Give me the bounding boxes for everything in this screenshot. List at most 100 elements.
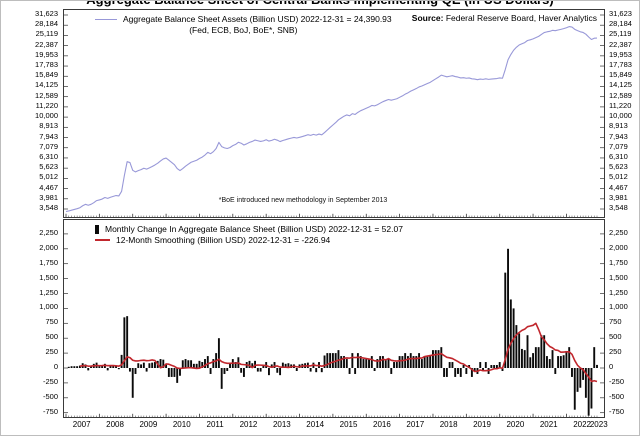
x-axis-year-label: 2007 — [72, 420, 91, 429]
x-axis-year-label: 2011 — [206, 420, 224, 429]
assets-line-swatch-icon — [95, 18, 117, 20]
y-axis-tick-label: 5,012 — [39, 172, 58, 182]
monthly-change-panel — [63, 219, 605, 418]
x-axis-year-label: 2010 — [172, 420, 191, 429]
y-axis-tick-label: 10,000 — [609, 111, 632, 121]
y-axis-tick-label: 22,387 — [609, 39, 632, 49]
x-axis-year-label: 2016 — [373, 420, 391, 429]
y-axis-tick-label: 28,184 — [35, 19, 58, 29]
boe-footnote: *BoE introduced new methodology in Septe… — [218, 197, 388, 204]
assets-legend-line2: (Fed, ECB, BoJ, BoE*, SNB) — [189, 25, 298, 35]
y-axis-tick-label: -500 — [609, 391, 625, 401]
x-axis-year-label: 2012 — [239, 420, 258, 429]
y-axis-tick-label: 5,623 — [609, 162, 628, 172]
x-axis-year-label: 2020 — [506, 420, 525, 429]
y-axis-tick-label: 25,119 — [609, 29, 632, 39]
y-axis-tick-label: 28,184 — [609, 19, 632, 29]
y-axis-tick-label: 3,981 — [609, 192, 628, 202]
y-axis-tick-label: 3,548 — [39, 202, 58, 212]
y-axis-tick-label: 19,953 — [35, 49, 58, 59]
smoothing-legend-line2: 12-Month Smoothing (Billion USD) 2022-12… — [116, 235, 331, 245]
y-axis-tick-label: 25,119 — [35, 29, 58, 39]
y-axis-tick-label: 7,079 — [609, 141, 628, 151]
assets-panel — [63, 9, 605, 218]
x-axis-year-label: 2021 — [539, 420, 558, 429]
y-axis-tick-label: 8,913 — [609, 121, 628, 131]
y-axis-tick-label: -750 — [42, 406, 58, 416]
y-axis-tick-label: 7,943 — [609, 131, 628, 141]
y-axis-tick-label: 0 — [53, 362, 58, 371]
y-axis-tick-label: 250 — [609, 347, 622, 357]
x-axis-year-label: 2018 — [439, 420, 458, 429]
x-axis-year-label: 2017 — [406, 420, 425, 429]
assets-line-chart — [64, 14, 604, 217]
y-axis-tick-label: 3,548 — [609, 202, 628, 212]
y-axis-tick-label: 500 — [45, 332, 58, 342]
x-axis-year-label: 2022 — [573, 420, 591, 429]
y-axis-tick-label: 1,750 — [609, 257, 628, 267]
source-note: Source: Federal Reserve Board, Haver Ana… — [412, 13, 597, 23]
y-axis-tick-label: 17,783 — [35, 60, 58, 70]
source-text: Federal Reserve Board, Haver Analytics — [445, 13, 597, 23]
y-axis-tick-label: 10,000 — [35, 111, 58, 121]
y-axis-tick-label: 11,220 — [35, 100, 58, 110]
y-axis-tick-label: 1,750 — [39, 257, 58, 267]
assets-legend-line1: Aggregate Balance Sheet Assets (Billion … — [123, 14, 392, 24]
y-axis-tick-label: 7,943 — [39, 131, 58, 141]
y-axis-tick-label: 5,623 — [39, 162, 58, 172]
y-axis-tick-label: 12,589 — [35, 90, 58, 100]
smoothing-line-swatch-icon — [95, 239, 110, 241]
y-axis-tick-label: -250 — [42, 376, 58, 386]
x-axis-year-label: 2014 — [306, 420, 325, 429]
y-axis-tick-label: 11,220 — [609, 100, 632, 110]
monthly-change-legend: Monthly Change In Aggregate Balance Shee… — [95, 224, 403, 245]
monthly-change-bar-chart — [64, 233, 604, 417]
source-label: Source: — [411, 13, 444, 23]
x-axis-year-label: 2015 — [339, 420, 358, 429]
y-axis-tick-label: 8,913 — [39, 121, 58, 131]
y-axis-tick-label: -500 — [42, 391, 58, 401]
y-axis-tick-label: 6,310 — [39, 151, 58, 161]
y-axis-tick-label: 1,500 — [609, 272, 628, 282]
y-axis-tick-label: 14,125 — [35, 80, 58, 90]
figure-title: Aggregate Balance Sheet of Central Banks… — [1, 1, 639, 7]
x-axis-year-label: 2019 — [473, 420, 491, 429]
y-axis-tick-label: 4,467 — [609, 182, 628, 192]
y-axis-tick-label: 15,849 — [609, 70, 632, 80]
x-axis-year-label: 2013 — [272, 420, 291, 429]
x-axis-year-label: 2023 — [589, 420, 608, 429]
y-axis-tick-label: 5,012 — [609, 172, 628, 182]
monthly-change-legend-line1: Monthly Change In Aggregate Balance Shee… — [105, 224, 403, 234]
bar-swatch-icon — [95, 224, 99, 234]
x-axis-year-label: 2009 — [139, 420, 158, 429]
y-axis-tick-label: 17,783 — [609, 60, 632, 70]
y-axis-tick-label: 0 — [609, 362, 614, 371]
y-axis-tick-label: 750 — [45, 317, 58, 327]
y-axis-tick-label: 2,250 — [39, 227, 58, 237]
y-axis-tick-label: 19,953 — [609, 49, 632, 59]
y-axis-tick-label: 1,250 — [39, 287, 58, 297]
y-axis-tick-label: 1,000 — [609, 302, 628, 312]
y-axis-tick-label: 2,000 — [609, 242, 628, 252]
y-axis-tick-label: 2,000 — [39, 242, 58, 252]
assets-legend: Aggregate Balance Sheet Assets (Billion … — [95, 14, 392, 35]
y-axis-tick-label: 12,589 — [609, 90, 632, 100]
y-axis-tick-label: 750 — [609, 317, 622, 327]
y-axis-tick-label: -750 — [609, 406, 625, 416]
y-axis-tick-label: 6,310 — [609, 151, 628, 161]
y-axis-tick-label: 31,623 — [35, 9, 58, 18]
y-axis-tick-label: 1,250 — [609, 287, 628, 297]
y-axis-tick-label: 3,981 — [39, 192, 58, 202]
y-axis-tick-label: 7,079 — [39, 141, 58, 151]
y-axis-tick-label: -250 — [609, 376, 625, 386]
y-axis-tick-label: 1,500 — [39, 272, 58, 282]
figure-title-clipped: Aggregate Balance Sheet of Central Banks… — [1, 1, 639, 9]
y-axis-tick-label: 31,623 — [609, 9, 632, 18]
y-axis-tick-label: 15,849 — [35, 70, 58, 80]
y-axis-tick-label: 500 — [609, 332, 622, 342]
y-axis-tick-label: 1,000 — [39, 302, 58, 312]
y-axis-tick-label: 4,467 — [39, 182, 58, 192]
y-axis-tick-label: 2,250 — [609, 227, 628, 237]
y-axis-tick-label: 22,387 — [35, 39, 58, 49]
